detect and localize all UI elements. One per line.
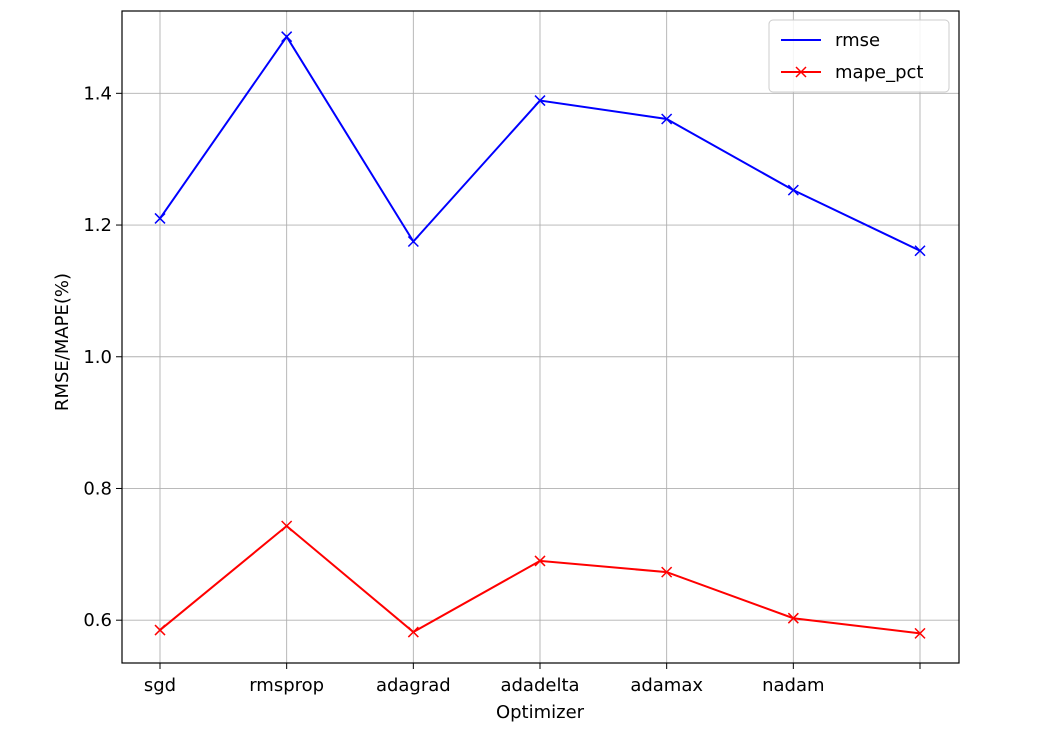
data-point-mape_pct [787, 612, 799, 624]
x-tick-label: adamax [630, 675, 703, 696]
data-point-mape_pct [914, 627, 926, 639]
x-tick-label: sgd [144, 675, 176, 696]
axis-ticks: sgd rmsprop adagrad adadelta adamax nadam 0.6 0… [83, 83, 921, 696]
data-point-mape_pct [407, 626, 419, 638]
series-layer [154, 31, 926, 639]
data-point-rmse [914, 245, 926, 257]
data-point-rmse [534, 95, 546, 107]
legend-marker [795, 66, 807, 78]
x-tick-label: rmsprop [249, 675, 324, 696]
data-point-rmse [787, 184, 799, 196]
data-point-rmse [281, 31, 293, 43]
data-point-mape_pct [281, 520, 293, 532]
y-tick-label: 1.4 [83, 83, 112, 104]
x-tick-label: nadam [762, 675, 824, 696]
y-axis-label: RMSE/MAPE(%) [52, 273, 73, 411]
data-point-rmse [407, 235, 419, 248]
series-rmse [154, 31, 926, 257]
legend-label: rmse [835, 30, 880, 51]
plot-area [121, 10, 960, 664]
data-point-mape_pct [534, 555, 546, 567]
grid-lines [122, 11, 959, 663]
data-point-rmse [661, 113, 673, 125]
x-axis-label: Optimizer [496, 702, 585, 723]
legend-item-mape_pct: mape_pct [781, 62, 923, 83]
y-tick-label: 0.8 [83, 478, 112, 499]
y-tick-label: 1.2 [83, 215, 112, 236]
y-tick-label: 0.6 [83, 610, 112, 631]
legend-box [768, 19, 950, 93]
legend-item-rmse: rmse [781, 30, 880, 51]
data-point-mape_pct [661, 566, 673, 578]
y-tick-label: 1.0 [83, 347, 112, 368]
data-point-rmse [154, 212, 166, 224]
x-tick-label: adadelta [500, 675, 579, 696]
data-point-mape_pct [154, 624, 166, 636]
series-mape_pct [154, 520, 926, 639]
legend: rmse mape_pct [768, 19, 950, 93]
x-tick-label: adagrad [376, 675, 451, 696]
legend-label: mape_pct [835, 62, 923, 83]
